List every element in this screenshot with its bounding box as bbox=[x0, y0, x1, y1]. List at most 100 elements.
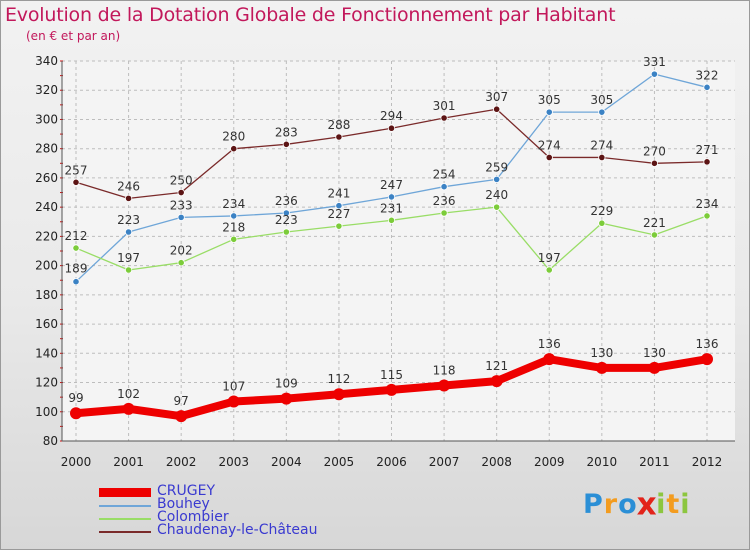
x-tick-label: 2007 bbox=[429, 455, 460, 469]
x-tick-label: 2001 bbox=[113, 455, 144, 469]
data-label-crugey: 107 bbox=[222, 380, 245, 394]
data-point-colombier bbox=[598, 219, 606, 227]
data-label-crugey: 136 bbox=[538, 337, 561, 351]
data-point-bouhey bbox=[493, 175, 501, 183]
data-label-bouhey: 189 bbox=[65, 262, 88, 276]
data-point-chaudenay-le-ch-teau bbox=[387, 124, 396, 132]
data-label-crugey: 99 bbox=[68, 391, 83, 405]
data-point-colombier bbox=[282, 228, 290, 236]
data-label-chaudenay-le-ch-teau: 301 bbox=[433, 99, 456, 113]
data-point-bouhey bbox=[72, 278, 80, 286]
proxiti-logo: Proxiti bbox=[583, 487, 691, 523]
data-point-bouhey bbox=[230, 212, 238, 220]
y-tick-label: 280 bbox=[35, 142, 58, 156]
y-tick-label: 180 bbox=[35, 288, 58, 302]
data-label-bouhey: 234 bbox=[222, 197, 245, 211]
data-label-crugey: 109 bbox=[275, 377, 298, 391]
data-label-chaudenay-le-ch-teau: 280 bbox=[222, 130, 245, 144]
data-point-colombier bbox=[177, 259, 185, 267]
data-point-colombier bbox=[230, 235, 238, 243]
data-point-bouhey bbox=[335, 202, 343, 210]
data-label-chaudenay-le-ch-teau: 250 bbox=[170, 174, 193, 188]
data-point-bouhey bbox=[440, 183, 448, 191]
y-tick-label: 260 bbox=[35, 171, 58, 185]
logo-letter: P bbox=[583, 489, 604, 520]
data-point-colombier bbox=[650, 231, 659, 239]
data-point-crugey bbox=[490, 375, 503, 388]
data-label-bouhey: 254 bbox=[433, 168, 456, 182]
logo-letter: i bbox=[656, 489, 667, 520]
data-point-chaudenay-le-ch-teau bbox=[440, 114, 448, 122]
data-label-chaudenay-le-ch-teau: 283 bbox=[275, 125, 298, 139]
data-label-crugey: 118 bbox=[433, 363, 456, 377]
logo-letter: i bbox=[680, 489, 691, 520]
data-point-chaudenay-le-ch-teau bbox=[230, 145, 238, 153]
data-point-crugey bbox=[648, 361, 661, 374]
data-point-bouhey bbox=[703, 83, 711, 91]
data-label-chaudenay-le-ch-teau: 257 bbox=[65, 163, 88, 177]
data-point-colombier bbox=[440, 209, 448, 217]
data-label-chaudenay-le-ch-teau: 271 bbox=[696, 143, 719, 157]
y-tick-label: 160 bbox=[35, 317, 58, 331]
data-label-crugey: 136 bbox=[696, 337, 719, 351]
data-label-bouhey: 259 bbox=[485, 160, 508, 174]
x-tick-label: 2009 bbox=[534, 455, 565, 469]
legend-swatch-bouhey bbox=[99, 505, 151, 507]
y-tick-label: 80 bbox=[43, 434, 58, 448]
data-label-crugey: 130 bbox=[590, 346, 613, 360]
data-point-chaudenay-le-ch-teau bbox=[124, 194, 133, 202]
x-tick-label: 2004 bbox=[271, 455, 302, 469]
data-point-chaudenay-le-ch-teau bbox=[650, 159, 659, 167]
data-label-chaudenay-le-ch-teau: 288 bbox=[327, 118, 350, 132]
data-label-colombier: 236 bbox=[433, 194, 456, 208]
data-label-bouhey: 233 bbox=[170, 198, 193, 212]
chart-subtitle: (en € et par an) bbox=[26, 29, 121, 43]
data-label-colombier: 240 bbox=[485, 188, 508, 202]
data-label-chaudenay-le-ch-teau: 274 bbox=[538, 138, 561, 152]
x-tick-label: 2012 bbox=[692, 455, 723, 469]
data-label-bouhey: 331 bbox=[643, 55, 666, 69]
y-tick-label: 340 bbox=[35, 54, 58, 68]
data-label-bouhey: 322 bbox=[696, 68, 719, 82]
data-label-bouhey: 236 bbox=[275, 194, 298, 208]
data-point-colombier bbox=[335, 222, 343, 230]
data-point-crugey bbox=[70, 407, 82, 420]
x-tick-label: 2011 bbox=[639, 455, 670, 469]
data-label-colombier: 234 bbox=[696, 197, 719, 211]
y-tick-label: 320 bbox=[35, 83, 58, 97]
data-point-bouhey bbox=[650, 70, 659, 78]
legend-label-chaudenay-le-ch-teau: Chaudenay-le-Château bbox=[157, 522, 318, 538]
data-point-chaudenay-le-ch-teau bbox=[335, 133, 343, 141]
data-label-crugey: 112 bbox=[327, 372, 350, 386]
data-point-colombier bbox=[124, 266, 133, 274]
data-label-chaudenay-le-ch-teau: 246 bbox=[117, 179, 140, 193]
data-point-colombier bbox=[703, 212, 711, 220]
data-point-crugey bbox=[701, 353, 713, 366]
legend-swatch-colombier bbox=[99, 518, 151, 520]
y-tick-label: 140 bbox=[35, 346, 58, 360]
data-point-colombier bbox=[387, 216, 396, 224]
x-tick-label: 2000 bbox=[61, 455, 92, 469]
legend-label-crugey: CRUGEY bbox=[157, 483, 215, 499]
data-point-bouhey bbox=[177, 213, 185, 221]
data-label-chaudenay-le-ch-teau: 294 bbox=[380, 109, 403, 123]
data-label-colombier: 229 bbox=[590, 204, 613, 218]
data-point-chaudenay-le-ch-teau bbox=[493, 105, 501, 113]
data-point-bouhey bbox=[124, 228, 133, 236]
data-point-crugey bbox=[280, 392, 293, 405]
data-point-chaudenay-le-ch-teau bbox=[598, 153, 606, 162]
data-point-colombier bbox=[72, 244, 80, 252]
data-label-bouhey: 305 bbox=[538, 93, 561, 107]
y-tick-label: 120 bbox=[35, 376, 58, 390]
data-label-colombier: 231 bbox=[380, 201, 403, 215]
x-tick-label: 2008 bbox=[481, 455, 512, 469]
legend-swatch-chaudenay-le-ch-teau bbox=[99, 531, 151, 533]
data-label-chaudenay-le-ch-teau: 274 bbox=[590, 138, 613, 152]
data-label-bouhey: 241 bbox=[327, 187, 350, 201]
data-point-bouhey bbox=[598, 108, 606, 116]
plot-area bbox=[62, 61, 735, 441]
data-label-colombier: 227 bbox=[327, 207, 350, 221]
logo-letter: r bbox=[603, 489, 619, 520]
data-point-bouhey bbox=[545, 108, 553, 116]
